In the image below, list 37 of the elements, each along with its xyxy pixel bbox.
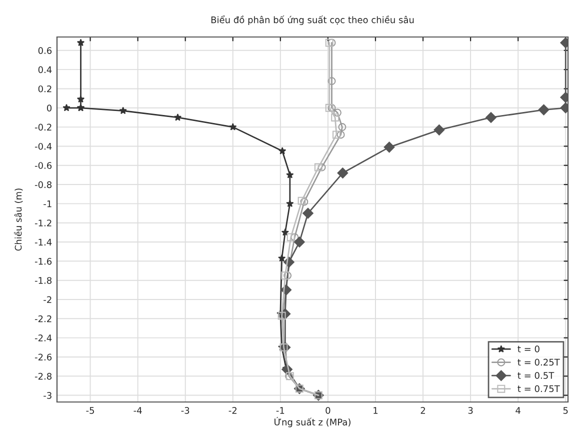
chart-title: Biểu đồ phân bố ứng suất cọc theo chiều sâu [211, 15, 414, 25]
y-tick-label: 0 [46, 104, 52, 112]
x-tick-label: 1 [374, 407, 378, 414]
x-tick-label: -4 [134, 407, 142, 414]
y-tick-label: -1.6 [34, 258, 52, 265]
y-axis-title: Chiều sâu (m) [14, 188, 23, 251]
y-tick-label: -1.8 [34, 277, 52, 284]
x-tick-label: 0 [326, 407, 330, 414]
x-axis-title: Ứng suất z (MPa) [274, 416, 350, 428]
x-tick-label: 2 [420, 407, 425, 414]
y-tick-label: -1 [44, 200, 52, 208]
x-tick-label: 5 [563, 407, 568, 414]
x-tick-label: -5 [86, 407, 94, 414]
y-tick-label: 0.4 [38, 66, 52, 74]
y-tick-label: -2.8 [34, 372, 52, 380]
x-tick-label: 3 [468, 407, 473, 414]
y-tick-label: -0.2 [34, 124, 52, 131]
y-tick-label: 0.2 [38, 85, 52, 92]
y-tick-label: -2 [44, 296, 52, 303]
x-tick-label: 4 [516, 407, 520, 414]
y-tick-label: -3 [44, 392, 52, 399]
y-tick-label: -1.2 [34, 220, 52, 226]
y-tick-label: -0.4 [34, 142, 52, 150]
y-tick-label: -2.2 [34, 315, 52, 322]
y-tick-label: -2.6 [34, 354, 52, 361]
y-tick-label: -1.4 [34, 238, 52, 246]
y-tick-label: 0.6 [38, 47, 52, 54]
y-tick-label: -0.6 [34, 162, 52, 169]
legend-label: t = 0.25T [518, 358, 560, 366]
x-tick-label: -3 [181, 407, 190, 414]
y-tick-label: -0.8 [34, 181, 52, 188]
y-tick-label: -2.4 [34, 334, 52, 342]
x-tick-label: -1 [276, 407, 284, 414]
legend-label: t = 0 [518, 346, 540, 352]
x-tick-label: -2 [228, 407, 236, 414]
legend-label: t = 0.75T [518, 385, 560, 392]
legend-label: t = 0.5T [518, 372, 554, 379]
